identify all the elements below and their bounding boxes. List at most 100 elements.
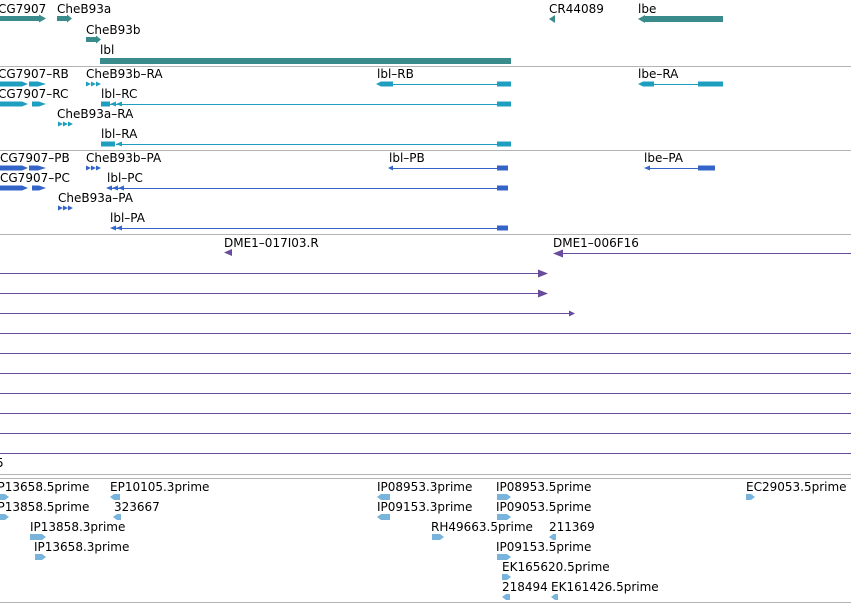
clone-line-2[interactable] (0, 289, 548, 298)
protein-CG7907-PB-label: CG7907–PB (0, 151, 70, 165)
est-label: IP08953.3prime (377, 480, 472, 494)
est-label: EC29053.5prime (746, 480, 847, 494)
est-glyph (432, 534, 444, 540)
protein-track: CG7907–PB CheB93b–PA lbl–PB lbe–PA CG790… (0, 151, 715, 231)
est-label: IP13658.3prime (34, 540, 129, 554)
transcript-lbl-RC[interactable]: lbl–RC (101, 87, 511, 107)
protein-CheB93a-PA[interactable]: CheB93a–PA (58, 191, 134, 211)
exon-arrow (58, 205, 63, 211)
gene-lbe-label[interactable]: lbe (638, 2, 656, 16)
exon (698, 81, 723, 87)
est-label: IP13858.5prime (0, 500, 89, 514)
est-RH49663-5prime[interactable]: RH49663.5prime (431, 520, 533, 540)
gene-CG7907-label[interactable]: CG7907 (0, 2, 46, 16)
gene-CR44089-arrow[interactable] (549, 15, 555, 23)
exon-arrow (86, 81, 91, 87)
transcript-lbl-RB-label: lbl–RB (377, 67, 414, 81)
exon (497, 185, 508, 191)
transcript-CG7907-RC[interactable]: CG7907–RC (0, 87, 68, 107)
exon (497, 165, 508, 171)
exon (497, 141, 511, 147)
est-EK165620-5prime[interactable]: EK165620.5prime (502, 560, 610, 580)
est-label: EP10105.3prime (110, 480, 209, 494)
transcript-lbl-RA[interactable]: lbl–RA (101, 127, 511, 147)
est-323667[interactable]: 323667 (113, 500, 160, 520)
exon (381, 81, 393, 87)
protein-lbl-PA[interactable]: lbl–PA (110, 211, 508, 231)
est-IP09053-5prime[interactable]: IP09053.5prime (496, 500, 591, 520)
est-label: EK161426.5prime (551, 580, 659, 594)
transcript-lbe-RA-label: lbe–RA (638, 67, 679, 81)
exon (32, 101, 39, 107)
exon-arrow (118, 185, 124, 191)
exon (643, 81, 654, 87)
est-label: IP09153.5prime (496, 540, 591, 554)
est-glyph (502, 574, 511, 580)
exon-arrow (644, 165, 650, 171)
clone-line-1[interactable] (0, 269, 548, 278)
gene-track: CG7907 CheB93a CheB93b lbl CR44089 lbe (0, 2, 723, 64)
exon (698, 165, 715, 171)
est-label: IP08953.5prime (496, 480, 591, 494)
gene-CheB93a-glyph[interactable] (57, 16, 67, 21)
gene-lbl-label[interactable]: lbl (100, 43, 114, 57)
clone-line-3[interactable] (0, 310, 575, 317)
transcript-CheB93b-RA[interactable]: CheB93b–RA (86, 67, 163, 87)
gene-CheB93a-label[interactable]: CheB93a (57, 2, 111, 16)
exon (0, 185, 22, 191)
est-218494[interactable]: 218494 (502, 580, 548, 600)
est-IP13858-3prime[interactable]: IP13858.3prime (30, 520, 125, 540)
est-label: IP09053.5prime (496, 500, 591, 514)
protein-lbl-PC[interactable]: lbl–PC (106, 171, 508, 191)
est-label: EK165620.5prime (502, 560, 610, 574)
transcript-CG7907-RB[interactable]: CG7907–RB (0, 67, 69, 87)
transcript-CheB93a-RA[interactable]: CheB93a–RA (57, 107, 134, 127)
gene-CheB93b-arrow (96, 35, 101, 44)
protein-lbe-PA[interactable]: lbe–PA (644, 151, 715, 171)
est-glyph (377, 494, 390, 500)
clone-truncated-label: 5 (0, 456, 4, 470)
gene-CR44089-label[interactable]: CR44089 (549, 2, 604, 16)
exon-arrow (116, 141, 122, 147)
est-IP09153-5prime[interactable]: IP09153.5prime (496, 540, 591, 560)
est-IP13658-3prime[interactable]: IP13658.3prime (34, 540, 129, 560)
exon-arrow (38, 165, 46, 171)
gene-lbl-glyph[interactable] (100, 58, 511, 64)
est-211369[interactable]: 211369 (549, 520, 595, 540)
exon-arrow (376, 81, 381, 87)
transcript-CG7907-RC-label: CG7907–RC (0, 87, 68, 101)
gene-lbe-arrow (638, 15, 645, 23)
est-IP09153-3prime[interactable]: IP09153.3prime (377, 500, 472, 520)
protein-CG7907-PC[interactable]: CG7907–PC (0, 171, 70, 191)
protein-CheB93b-PA[interactable]: CheB93b–PA (86, 151, 162, 171)
clone-DME1-006F16[interactable]: DME1–006F16 (553, 236, 851, 258)
gene-lbe-glyph[interactable] (645, 16, 723, 22)
est-label: IP13858.3prime (30, 520, 125, 534)
protein-lbl-PB[interactable]: lbl–PB (388, 151, 508, 171)
clone-arrow (569, 310, 575, 317)
est-IP13858-5prime[interactable]: IP13858.5prime (0, 500, 89, 520)
est-glyph (113, 514, 121, 520)
transcript-lbe-RA[interactable]: lbe–RA (638, 67, 723, 87)
exon-arrow (638, 81, 643, 87)
est-glyph (497, 554, 511, 560)
est-glyph (377, 514, 390, 520)
est-IP08953-5prime[interactable]: IP08953.5prime (496, 480, 591, 500)
gene-CheB93b-label[interactable]: CheB93b (86, 23, 141, 37)
gene-CheB93b-glyph[interactable] (86, 37, 96, 42)
est-EC29053-5prime[interactable]: EC29053.5prime (746, 480, 847, 500)
est-IP13658-5prime[interactable]: IP13658.5prime (0, 480, 89, 500)
est-EP10105-3prime[interactable]: EP10105.3prime (110, 480, 209, 500)
transcript-lbl-RB[interactable]: lbl–RB (376, 67, 511, 87)
clone-track: DME1–017I03.R DME1–006F16 5 (0, 236, 851, 470)
gene-CG7907-glyph[interactable] (0, 16, 39, 21)
transcript-CheB93b-RA-label: CheB93b–RA (86, 67, 163, 81)
est-IP08953-3prime[interactable]: IP08953.3prime (377, 480, 472, 500)
clone-DME1-017I03R[interactable]: DME1–017I03.R (224, 236, 319, 256)
protein-CG7907-PB[interactable]: CG7907–PB (0, 151, 70, 171)
exon-arrow (68, 121, 73, 127)
exon-arrow (22, 81, 28, 87)
est-EK161426-5prime[interactable]: EK161426.5prime (551, 580, 659, 600)
protein-lbl-PC-label: lbl–PC (107, 171, 143, 185)
exon-arrow (86, 165, 91, 171)
